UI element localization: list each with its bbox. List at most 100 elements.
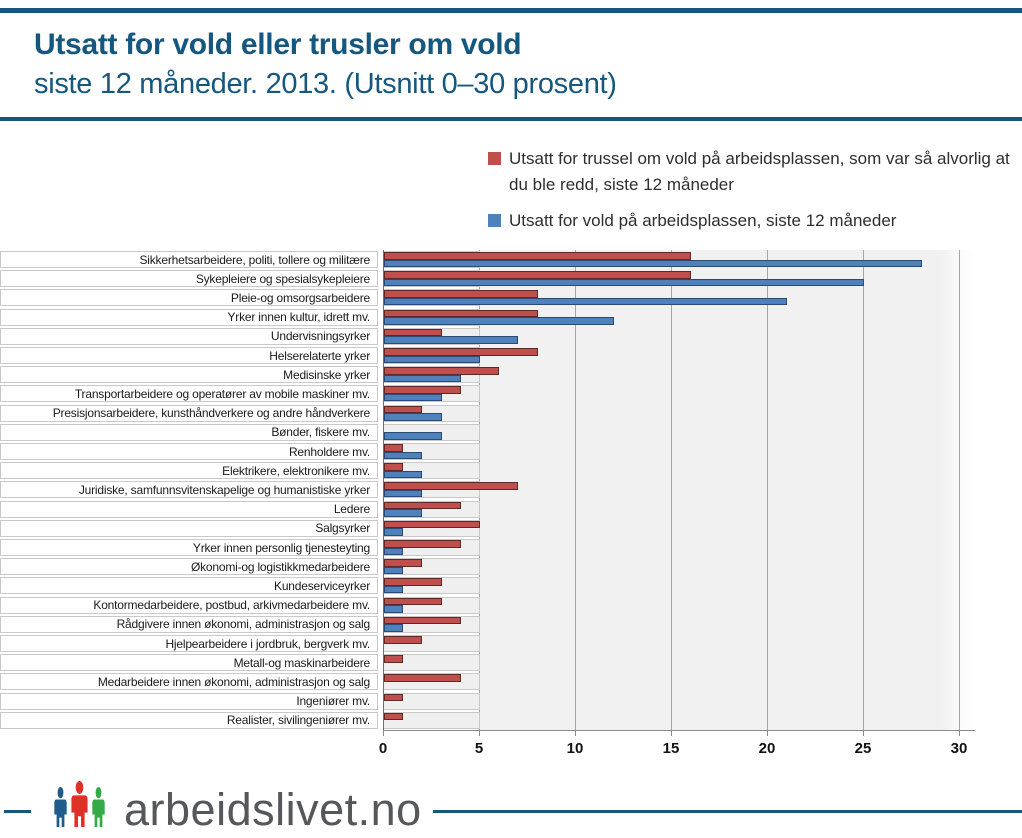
bar-violence — [384, 509, 423, 517]
category-label: Sykepleiere og spesialsykepleiere — [0, 270, 378, 288]
bar-threat — [384, 636, 423, 644]
footer-line-right — [433, 810, 1022, 813]
chart-row: Salgsyrker — [0, 519, 1022, 538]
footer-line-left — [4, 810, 31, 813]
bar-threat — [384, 482, 519, 490]
chart-row: Helserelaterte yrker — [0, 346, 1022, 365]
bar-threat — [384, 463, 404, 471]
x-tick — [479, 731, 480, 736]
chart-row: Renholdere mv. — [0, 442, 1022, 461]
bar-violence — [384, 259, 922, 267]
chart-row: Pleie-og omsorgsarbeidere — [0, 288, 1022, 307]
legend-item: Utsatt for vold på arbeidsplassen, siste… — [488, 208, 1014, 234]
category-label: Salgsyrker — [0, 519, 378, 537]
bar-threat — [384, 712, 404, 721]
category-label: Pleie-og omsorgsarbeidere — [0, 289, 378, 307]
chart-row: Juridiske, samfunnsvitenskapelige og hum… — [0, 480, 1022, 499]
bar-threat — [384, 290, 538, 298]
chart-row: Transportarbeidere og operatører av mobi… — [0, 384, 1022, 403]
category-label: Yrker innen personlig tjenesteyting — [0, 539, 378, 556]
x-tick-label: 20 — [758, 740, 776, 757]
bar-violence — [384, 432, 442, 440]
chart-row: Bønder, fiskere mv. — [0, 423, 1022, 442]
chart-row: Yrker innen personlig tjenesteyting — [0, 538, 1022, 557]
legend-label: Utsatt for trussel om vold på arbeidspla… — [509, 149, 1010, 195]
category-label: Metall-og maskinarbeidere — [0, 654, 378, 672]
category-label: Medisinske yrker — [0, 366, 378, 384]
chart-row: Metall-og maskinarbeidere — [0, 653, 1022, 672]
chart-row: Presisjonsarbeidere, kunsthåndverkere og… — [0, 404, 1022, 423]
chart-legend: Utsatt for trussel om vold på arbeidspla… — [488, 146, 1014, 243]
x-axis-line — [383, 730, 975, 731]
x-tick — [863, 731, 864, 736]
chart-row: Rådgivere innen økonomi, administrasjon … — [0, 615, 1022, 634]
category-label: Helserelaterte yrker — [0, 347, 378, 364]
chart-row: Yrker innen kultur, idrett mv. — [0, 308, 1022, 327]
category-label: Realister, sivilingeniører mv. — [0, 711, 378, 729]
top-border-line — [0, 8, 1022, 13]
bar-chart: Sikkerhetsarbeidere, politi, tollere og … — [0, 250, 1022, 757]
site-name: arbeidslivet.no — [124, 784, 422, 835]
bar-violence — [384, 585, 404, 594]
bar-violence — [384, 374, 461, 383]
gridline-10 — [575, 250, 576, 730]
category-label: Transportarbeidere og operatører av mobi… — [0, 385, 378, 403]
bar-violence — [384, 470, 423, 479]
header-separator-line — [0, 117, 1022, 121]
bar-threat — [384, 309, 538, 318]
bar-violence — [384, 489, 423, 498]
chart-row: Elektrikere, elektronikere mv. — [0, 461, 1022, 480]
x-tick-label: 10 — [566, 740, 584, 757]
category-label: Renholdere mv. — [0, 443, 378, 460]
person-icon-blue — [54, 787, 67, 832]
chart-row: Sikkerhetsarbeidere, politi, tollere og … — [0, 250, 1022, 269]
bar-threat — [384, 540, 461, 548]
category-label: Ledere — [0, 500, 378, 518]
chart-row: Ledere — [0, 500, 1022, 519]
bar-violence — [384, 413, 442, 421]
bar-violence — [384, 605, 404, 613]
bar-threat — [384, 328, 442, 337]
bar-violence — [384, 451, 423, 459]
x-tick-label: 30 — [950, 740, 968, 757]
bar-violence — [384, 393, 442, 402]
x-tick-label: 5 — [474, 740, 484, 757]
bar-threat — [384, 405, 423, 414]
gridline-15 — [671, 250, 672, 730]
bar-threat — [384, 520, 480, 529]
x-tick — [575, 731, 576, 736]
category-label: Kundeserviceyrker — [0, 577, 378, 595]
bar-threat — [384, 367, 500, 375]
bar-threat — [384, 597, 442, 606]
chart-row: Hjelpearbeidere i jordbruk, bergverk mv. — [0, 634, 1022, 653]
bar-violence — [384, 355, 480, 363]
x-tick — [959, 731, 960, 736]
gridline-20 — [767, 250, 768, 730]
bar-violence — [384, 528, 404, 536]
chart-row: Kontormedarbeidere, postbud, arkivmedarb… — [0, 596, 1022, 615]
person-icon-green — [92, 787, 105, 832]
bar-violence — [384, 624, 404, 632]
category-label: Sikkerhetsarbeidere, politi, tollere og … — [0, 251, 378, 268]
category-label: Bønder, fiskere mv. — [0, 423, 378, 441]
x-tick-label: 0 — [378, 740, 388, 757]
category-label: Kontormedarbeidere, postbud, arkivmedarb… — [0, 596, 378, 614]
x-tick — [383, 731, 384, 736]
bar-threat — [384, 444, 404, 452]
category-label: Yrker innen kultur, idrett mv. — [0, 308, 378, 326]
y-axis-line — [383, 250, 384, 730]
legend-label: Utsatt for vold på arbeidsplassen, siste… — [509, 210, 897, 230]
category-label: Elektrikere, elektronikere mv. — [0, 462, 378, 480]
plot-area — [480, 250, 975, 730]
legend-swatch-blue — [488, 213, 501, 227]
chart-row: Sykepleiere og spesialsykepleiere — [0, 269, 1022, 288]
bar-threat — [384, 655, 404, 663]
bar-threat — [384, 386, 461, 394]
legend-item: Utsatt for trussel om vold på arbeidspla… — [488, 146, 1014, 199]
chart-title: Utsatt for vold eller trusler om vold — [34, 28, 522, 61]
category-label: Juridiske, samfunnsvitenskapelige og hum… — [0, 481, 378, 499]
category-label: Ingeniører mv. — [0, 692, 378, 710]
chart-subtitle: siste 12 måneder. 2013. (Utsnitt 0–30 pr… — [34, 68, 617, 100]
x-tick — [767, 731, 768, 736]
